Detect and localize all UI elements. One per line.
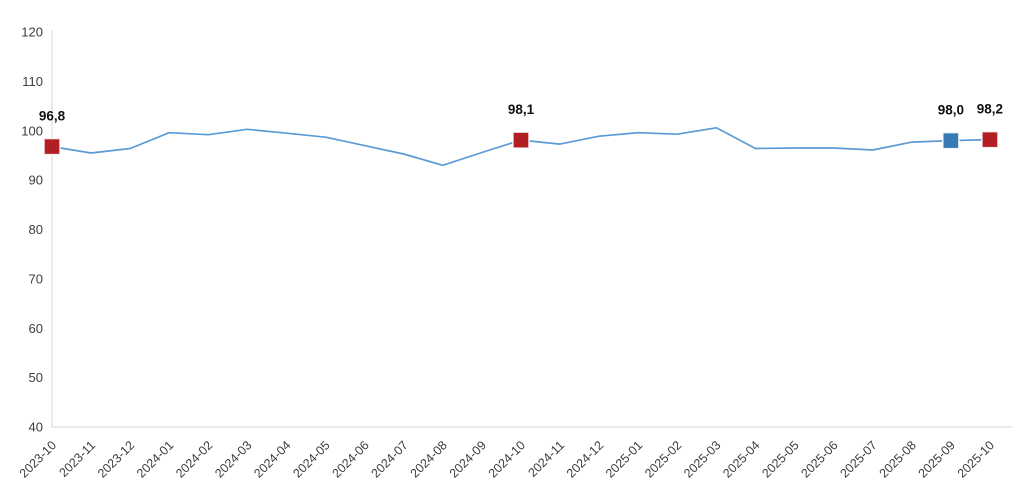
y-tick-label: 70	[29, 271, 43, 286]
x-tick-label: 2023-11	[57, 438, 99, 480]
x-tick-label: 2025-01	[603, 438, 645, 480]
y-tick-label: 80	[29, 222, 43, 237]
x-tick-label: 2024-02	[173, 438, 215, 480]
x-tick-label: 2024-03	[212, 438, 254, 480]
x-tick-label: 2024-07	[369, 438, 411, 480]
x-tick-label: 2023-10	[17, 438, 59, 480]
highlight-marker	[942, 131, 960, 150]
y-tick-label: 90	[29, 173, 43, 188]
data-point-label: 98,2	[977, 102, 1003, 117]
x-tick-label: 2025-05	[759, 438, 801, 480]
x-tick-label: 2025-09	[916, 438, 958, 480]
y-tick-label: 110	[22, 74, 43, 89]
x-tick-label: 2024-10	[486, 438, 528, 480]
x-tick-label: 2025-04	[720, 438, 762, 480]
highlight-marker	[981, 130, 999, 149]
y-tick-label: 50	[29, 370, 43, 385]
x-tick-label: 2024-11	[525, 438, 567, 480]
data-point-label: 98,1	[508, 102, 535, 117]
y-tick-label: 60	[29, 321, 43, 336]
y-tick-label: 40	[29, 420, 43, 435]
x-tick-label: 2025-08	[877, 438, 919, 480]
x-tick-label: 2024-06	[329, 438, 371, 480]
x-tick-label: 2024-05	[290, 438, 332, 480]
y-tick-label: 100	[21, 123, 43, 138]
x-tick-label: 2024-01	[134, 438, 176, 480]
x-tick-label: 2024-12	[564, 438, 606, 480]
x-tick-label: 2025-03	[681, 438, 723, 480]
x-tick-label: 2025-10	[955, 438, 997, 480]
x-tick-label: 2024-08	[408, 438, 450, 480]
x-tick-label: 2023-12	[95, 438, 137, 480]
x-tick-label: 2024-09	[447, 438, 489, 480]
data-point-label: 98,0	[938, 103, 964, 118]
y-tick-label: 120	[21, 25, 43, 40]
data-point-label: 96,8	[39, 109, 66, 124]
x-tick-label: 2025-07	[837, 438, 879, 480]
highlight-marker	[512, 131, 530, 149]
x-tick-label: 2025-02	[642, 438, 684, 480]
x-tick-label: 2025-06	[798, 438, 840, 480]
x-tick-label: 2024-04	[251, 438, 293, 480]
highlight-marker	[43, 137, 61, 156]
